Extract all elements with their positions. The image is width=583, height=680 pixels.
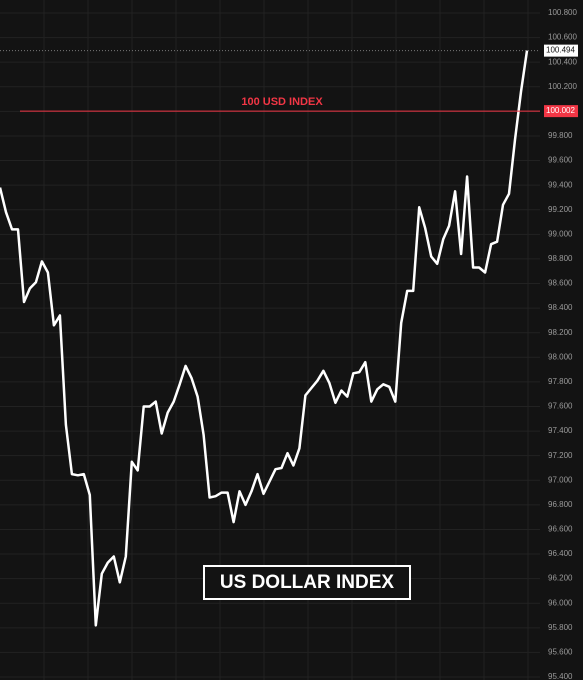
plot xyxy=(0,50,540,627)
y-tick-label: 99.600 xyxy=(548,156,573,165)
y-tick-label: 95.400 xyxy=(548,672,573,680)
y-tick-label: 95.800 xyxy=(548,623,573,632)
y-tick-label: 96.200 xyxy=(548,574,573,583)
reference-price-box xyxy=(544,105,578,118)
y-tick-label: 100.200 xyxy=(548,82,577,91)
y-tick-label: 99.200 xyxy=(548,205,573,214)
y-tick-label: 98.600 xyxy=(548,279,573,288)
y-tick-label: 95.600 xyxy=(548,648,573,657)
y-tick-label: 100.800 xyxy=(548,8,577,17)
chart-title: US DOLLAR INDEX xyxy=(220,572,395,593)
y-tick-label: 100.400 xyxy=(548,57,577,66)
last-price-box xyxy=(544,44,578,57)
y-tick-label: 97.600 xyxy=(548,402,573,411)
y-tick-label: 99.000 xyxy=(548,229,573,238)
reference-price: 100.002 xyxy=(546,106,575,115)
y-tick-label: 98.800 xyxy=(548,254,573,263)
title-box xyxy=(203,565,411,600)
y-tick-label: 97.400 xyxy=(548,426,573,435)
y-tick-label: 98.400 xyxy=(548,303,573,312)
y-tick-label: 96.600 xyxy=(548,525,573,534)
y-tick-label: 96.800 xyxy=(548,500,573,509)
y-tick-label: 96.000 xyxy=(548,598,573,607)
price-line xyxy=(0,50,529,627)
y-tick-label: 99.800 xyxy=(548,131,573,140)
reference-label: 100 USD INDEX xyxy=(241,96,323,108)
y-tick-label: 98.000 xyxy=(548,352,573,361)
y-tick-label: 98.200 xyxy=(548,328,573,337)
y-tick-label: 96.400 xyxy=(548,549,573,558)
y-tick-label: 99.400 xyxy=(548,180,573,189)
y-tick-label: 97.200 xyxy=(548,451,573,460)
y-tick-label: 100.600 xyxy=(548,33,577,42)
y-tick-label: 97.800 xyxy=(548,377,573,386)
last-price: 100.494 xyxy=(546,46,575,55)
y-tick-label: 97.000 xyxy=(548,475,573,484)
